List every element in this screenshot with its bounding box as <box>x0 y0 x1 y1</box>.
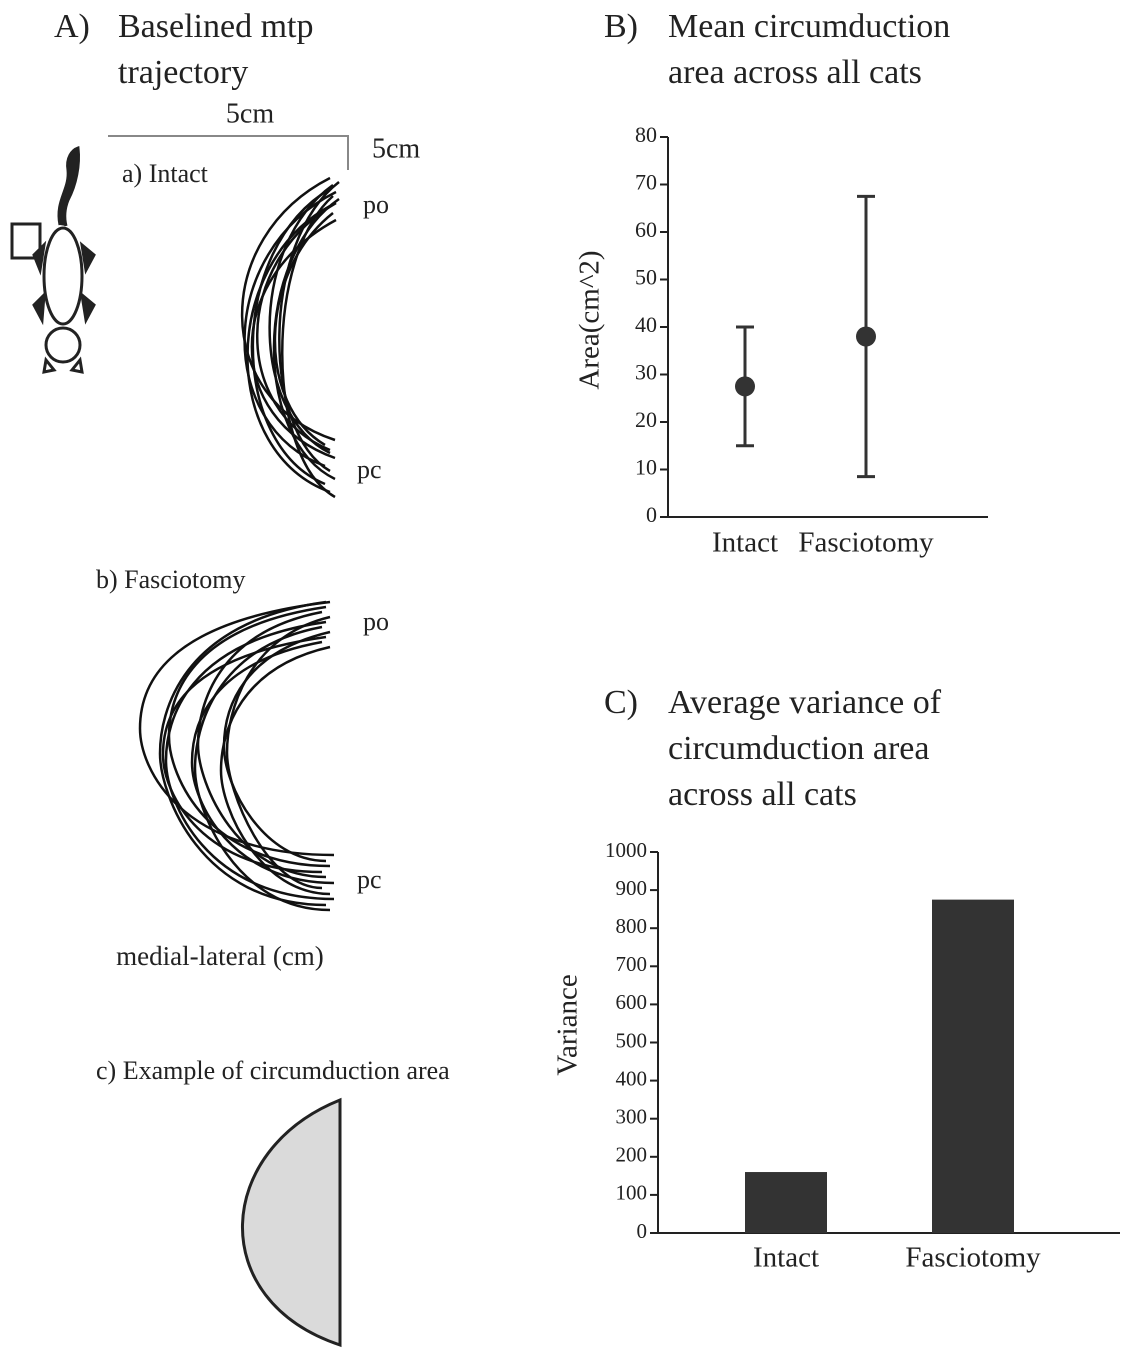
bar <box>932 899 1014 1233</box>
axis-label: medial-lateral (cm) <box>116 941 324 971</box>
y-tick-label: 700 <box>616 952 648 976</box>
y-tick-label: 100 <box>616 1181 648 1205</box>
y-tick-label: 600 <box>616 990 648 1014</box>
panel-label: A) <box>54 8 90 45</box>
x-tick-label: Fasciotomy <box>905 1242 1041 1274</box>
pc-label: pc <box>357 865 382 894</box>
trajectory <box>219 645 331 896</box>
scale-x-label: 5cm <box>226 98 274 129</box>
y-tick-label: 80 <box>635 122 657 147</box>
y-axis-label: Variance <box>552 974 584 1075</box>
mean-point <box>856 326 876 347</box>
trajectory <box>161 635 327 874</box>
y-tick-label: 40 <box>635 312 657 337</box>
fasciotomy-trajectories <box>138 600 335 912</box>
panel-title: Baselined mtp trajectory <box>118 8 314 91</box>
trajectory <box>164 620 335 901</box>
bar <box>745 1172 827 1233</box>
y-axis-label: Area(cm^2) <box>574 250 606 389</box>
y-tick-label: 200 <box>616 1143 648 1167</box>
y-tick-label: 10 <box>635 455 657 480</box>
y-tick-label: 0 <box>646 502 657 527</box>
panel-label: B) <box>604 8 638 45</box>
trajectory <box>190 640 335 885</box>
scale-y-label: 5cm <box>372 133 420 164</box>
trajectory <box>281 195 336 499</box>
y-tick-label: 500 <box>616 1028 648 1052</box>
mean-point <box>735 376 755 397</box>
chart-title: Mean circumduction area across all cats <box>668 8 951 91</box>
y-tick-label: 60 <box>635 217 657 242</box>
trajectory <box>158 600 327 907</box>
intact-trajectories <box>240 176 340 499</box>
example-area <box>241 1097 342 1348</box>
y-tick-label: 900 <box>616 876 648 900</box>
y-tick-label: 20 <box>635 407 657 432</box>
cat-icon <box>10 145 96 374</box>
y-tick-label: 50 <box>635 265 657 290</box>
y-tick-label: 300 <box>616 1105 648 1129</box>
trajectory <box>256 201 337 452</box>
pc-label: pc <box>357 455 382 484</box>
trajectory <box>193 625 331 912</box>
trajectory <box>246 204 331 494</box>
y-tick-label: 70 <box>635 170 657 195</box>
y-tick-label: 1000 <box>605 838 647 862</box>
x-tick-label: Intact <box>712 527 778 559</box>
po-label: po <box>363 607 389 636</box>
x-tick-label: Fasciotomy <box>798 527 934 559</box>
panel-label: a) Intact <box>122 159 209 188</box>
trajectory <box>278 181 340 473</box>
trajectory <box>251 187 331 486</box>
po-label: po <box>363 190 389 219</box>
panel-label: C) <box>604 684 638 721</box>
y-tick-label: 0 <box>637 1219 648 1243</box>
panel-label: b) Fasciotomy <box>96 565 246 594</box>
chart-title: Average variance of circumduction area a… <box>668 684 942 813</box>
y-tick-label: 400 <box>616 1066 648 1090</box>
scale-bar <box>108 135 349 170</box>
y-tick-label: 30 <box>635 360 657 385</box>
y-tick-label: 800 <box>616 914 648 938</box>
x-tick-label: Intact <box>753 1242 819 1274</box>
panel-label: c) Example of circumduction area <box>96 1056 450 1085</box>
